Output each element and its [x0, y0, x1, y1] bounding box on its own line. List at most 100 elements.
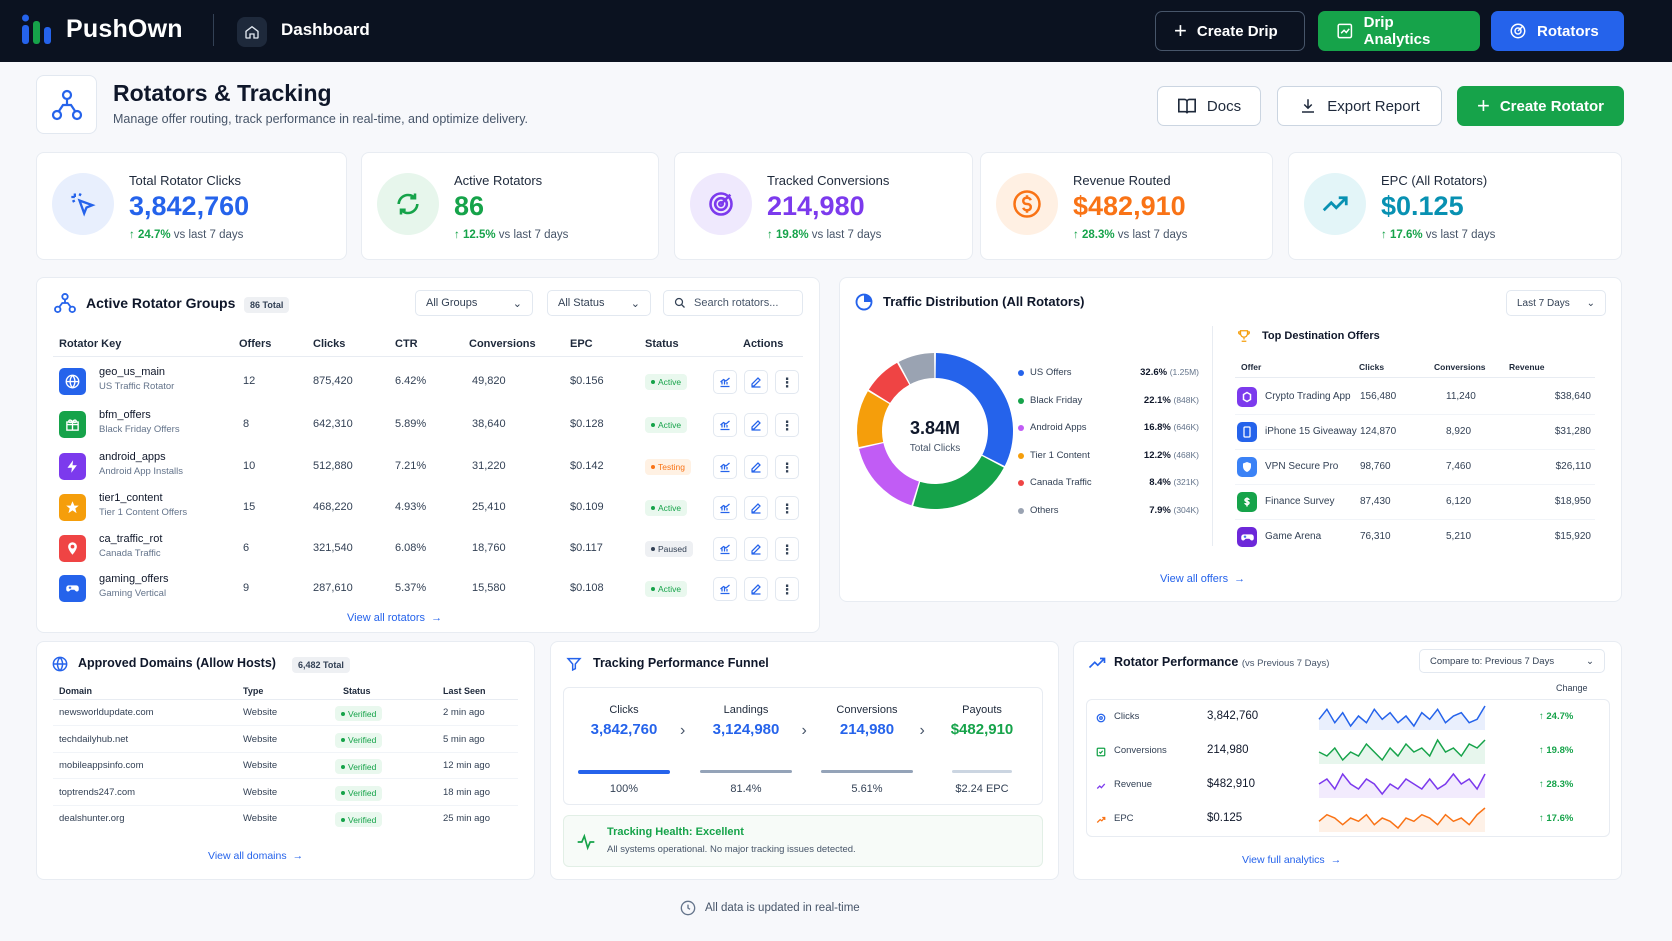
metric-value: $0.125	[1207, 812, 1243, 824]
create-drip-label: Create Drip	[1196, 22, 1278, 40]
metric-change: ↑ 28.3%	[1539, 779, 1573, 790]
cell-conv: 25,410	[472, 501, 506, 513]
view-all-offers-link[interactable]: View all offers →	[1160, 573, 1245, 585]
star-icon	[59, 494, 86, 521]
shield-icon	[1237, 457, 1257, 477]
donut-slice[interactable]	[868, 362, 910, 403]
kpi-change: ↑ 12.5% vs last 7 days	[454, 229, 568, 241]
donut-slice[interactable]	[859, 443, 919, 506]
analytics-button[interactable]	[713, 455, 737, 479]
status-label: Testing	[658, 462, 685, 472]
rotators-button[interactable]: Rotators	[1491, 11, 1624, 51]
status-dot	[341, 791, 345, 795]
legend-percent: 12.2%	[1143, 449, 1171, 461]
metric-label: Clicks	[1114, 711, 1140, 722]
refresh-icon	[377, 173, 439, 235]
more-button[interactable]: ⋮	[775, 496, 799, 520]
verified-badge: Verified	[335, 812, 383, 827]
step-rate: 100%	[609, 783, 639, 795]
edit-button[interactable]	[744, 455, 768, 479]
arrow-up-icon: ↑	[767, 229, 776, 241]
analytics-button[interactable]	[713, 496, 737, 520]
create-drip-button[interactable]: + Create Drip	[1155, 11, 1305, 51]
analytics-button[interactable]	[713, 577, 737, 601]
change-period: vs last 7 days	[1425, 229, 1496, 241]
kpi-card: EPC (All Rotators) $0.125 ↑ 17.6% vs last …	[1288, 152, 1622, 260]
status-label: Active	[658, 420, 682, 430]
more-button[interactable]: ⋮	[775, 413, 799, 437]
docs-button[interactable]: Docs	[1157, 86, 1261, 126]
analytics-button[interactable]	[713, 370, 737, 394]
analytics-button[interactable]	[713, 537, 737, 561]
rotator-description: Black Friday Offers	[99, 424, 180, 435]
donut-slice[interactable]	[913, 455, 1004, 509]
legend-name: Tier 1 Content	[1030, 449, 1090, 461]
rotator-description: Android App Installs	[99, 466, 183, 477]
cell-conv: 15,580	[472, 582, 506, 594]
donut-slice[interactable]	[898, 353, 935, 385]
arrow-up-icon: ↑	[129, 229, 138, 241]
analytics-button[interactable]	[713, 413, 737, 437]
column-header: Offer	[1241, 362, 1262, 372]
metric-change: ↑ 24.7%	[1539, 711, 1573, 722]
view-full-analytics-link[interactable]: View full analytics →	[1242, 854, 1341, 866]
cell-epc: $0.156	[570, 375, 604, 387]
brand-logo[interactable]: PushOwn	[20, 12, 183, 46]
more-button[interactable]: ⋮	[775, 370, 799, 394]
download-icon	[1302, 99, 1315, 113]
row-divider	[53, 778, 518, 779]
step-rate: $2.24 EPC	[955, 783, 1009, 795]
rotators-label: Rotators	[1537, 22, 1599, 40]
edit-button[interactable]	[744, 537, 768, 561]
edit-button[interactable]	[744, 370, 768, 394]
status-label: Verified	[348, 814, 377, 825]
compare-select[interactable]: Compare to: Previous 7 Days ⌄	[1419, 649, 1605, 673]
more-button[interactable]: ⋮	[775, 537, 799, 561]
section-title: Active Rotator Groups	[86, 295, 236, 311]
edit-button[interactable]	[744, 577, 768, 601]
kebab-icon: ⋮	[780, 417, 794, 433]
edit-button[interactable]	[744, 413, 768, 437]
donut-slice[interactable]	[935, 353, 1013, 467]
domain-type: Website	[243, 707, 278, 718]
cell-ctr: 6.08%	[395, 542, 427, 554]
legend-percent: 8.4%	[1149, 477, 1171, 488]
change-value: 12.5%	[462, 229, 496, 241]
offer-conversions: 8,920	[1446, 426, 1472, 437]
rotator-groups-card: Active Rotator Groups 86 Total All Group…	[36, 277, 820, 633]
home-icon[interactable]	[237, 17, 267, 47]
edit-button[interactable]	[744, 496, 768, 520]
view-all-domains-link[interactable]: View all domains →	[208, 850, 303, 862]
view-all-label: View all rotators	[347, 612, 426, 624]
header-divider	[53, 356, 803, 357]
drip-analytics-button[interactable]: Drip Analytics	[1318, 11, 1480, 51]
divider	[213, 14, 214, 46]
page-title: Rotators & Tracking	[113, 80, 332, 106]
legend-name: US Offers	[1030, 367, 1072, 378]
create-rotator-button[interactable]: + Create Rotator	[1457, 86, 1624, 126]
target-icon	[1510, 23, 1526, 39]
cell-epc: $0.142	[570, 460, 604, 472]
group-filter-select[interactable]: All Groups ⌄	[415, 290, 533, 316]
search-input[interactable]: Search rotators...	[663, 290, 803, 316]
status-label: Active	[658, 584, 682, 594]
row-divider	[1235, 519, 1595, 520]
more-button[interactable]: ⋮	[775, 455, 799, 479]
view-all-rotators-link[interactable]: View all rotators →	[347, 612, 442, 624]
step-value: 3,842,760	[590, 721, 658, 738]
donut-slice[interactable]	[857, 391, 890, 448]
domain-name: dealshunter.org	[59, 813, 125, 824]
status-dot	[651, 423, 655, 427]
column-header: Clicks	[1359, 362, 1385, 372]
export-report-button[interactable]: Export Report	[1277, 86, 1442, 126]
book-icon	[1177, 98, 1196, 114]
cell-ctr: 5.89%	[395, 418, 427, 430]
dollar-icon	[996, 173, 1058, 235]
map-pin-icon	[59, 535, 86, 562]
more-button[interactable]: ⋮	[775, 577, 799, 601]
nav-dashboard[interactable]: Dashboard	[281, 20, 370, 39]
status-filter-select[interactable]: All Status ⌄	[547, 290, 651, 316]
chart-icon	[720, 377, 730, 388]
chart-square-icon	[1337, 23, 1353, 39]
date-range-select[interactable]: Last 7 Days ⌄	[1506, 290, 1606, 316]
